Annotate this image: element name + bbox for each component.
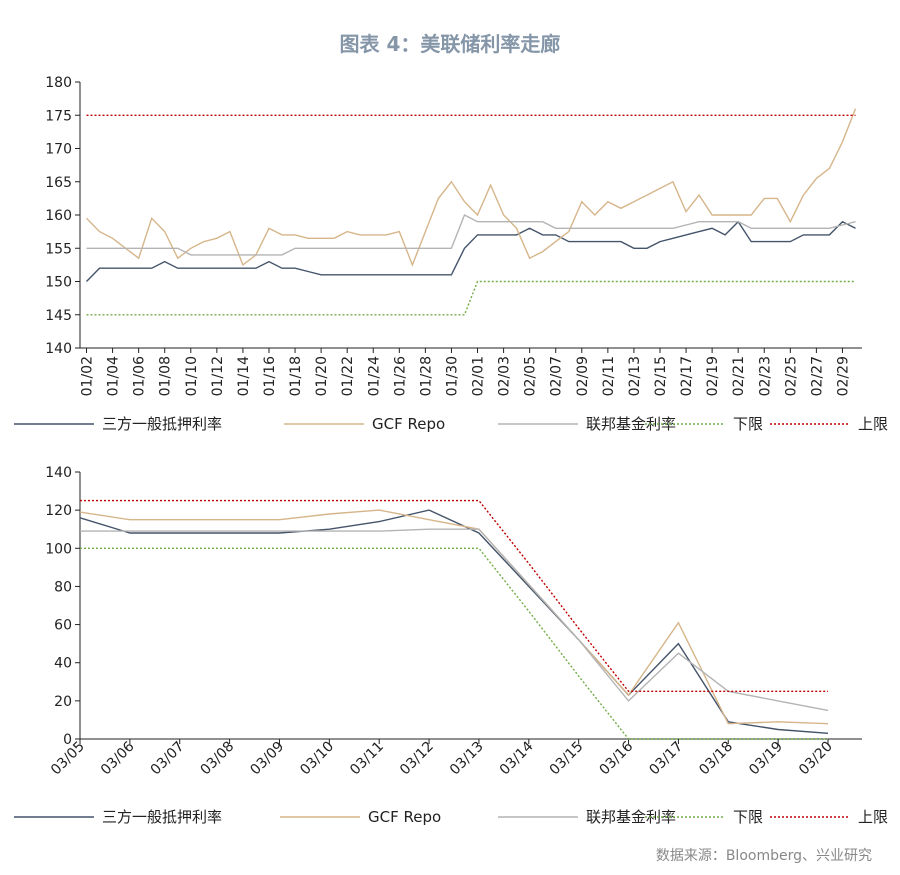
x-tick-label: 02/27	[809, 356, 825, 396]
x-tick-label: 02/15	[653, 356, 669, 396]
legend-label-fed_funds: 联邦基金利率	[586, 808, 676, 826]
legend-label-gcf: GCF Repo	[368, 808, 441, 826]
x-tick-label: 01/30	[444, 356, 460, 396]
x-tick-label: 03/18	[696, 739, 736, 779]
x-tick-label: 03/14	[497, 738, 537, 778]
y-tick-label: 40	[54, 656, 72, 672]
y-tick-label: 155	[45, 241, 72, 257]
legend-label-fed_funds: 联邦基金利率	[586, 415, 676, 433]
x-tick-label: 01/04	[106, 356, 122, 396]
x-tick-label: 02/07	[549, 356, 565, 396]
legend-label-tri_party: 三方一般抵押利率	[102, 415, 222, 433]
y-tick-label: 165	[45, 175, 72, 191]
y-tick-label: 60	[54, 618, 72, 634]
y-tick-label: 140	[45, 341, 72, 357]
x-tick-label: 03/08	[198, 739, 238, 779]
series-line-gcf	[85, 108, 857, 267]
y-tick-label: 150	[45, 275, 72, 291]
x-tick-label: 02/21	[731, 356, 747, 396]
y-tick-label: 100	[45, 541, 72, 557]
chart-title: 图表 4：美联储利率走廊	[339, 32, 561, 56]
series-line-upper	[80, 499, 828, 693]
x-tick-label: 01/26	[392, 356, 408, 396]
x-tick-label: 02/19	[705, 356, 721, 396]
y-tick-label: 180	[45, 75, 72, 91]
source-note: 数据来源：Bloomberg、兴业研究	[655, 848, 872, 864]
x-tick-label: 01/10	[184, 356, 200, 396]
x-tick-label: 03/17	[646, 739, 686, 779]
x-tick-label: 01/22	[340, 356, 356, 396]
x-tick-label: 02/05	[523, 356, 539, 396]
x-tick-label: 03/09	[247, 739, 287, 779]
x-tick-label: 02/11	[601, 356, 617, 396]
x-tick-label: 01/08	[158, 356, 174, 396]
legend-label-lower: 下限	[733, 808, 763, 826]
x-tick-label: 03/15	[547, 739, 587, 779]
x-tick-label: 03/06	[98, 738, 138, 778]
x-tick-label: 02/17	[679, 356, 695, 396]
y-tick-label: 175	[45, 108, 72, 124]
chart-top: 140 145 150 155 160 165 170 175 180 01/02 01/04 01/…	[14, 75, 888, 433]
legend-label-tri_party: 三方一般抵押利率	[102, 808, 222, 826]
legend-label-gcf: GCF Repo	[372, 415, 445, 433]
x-tick-label: 02/25	[783, 356, 799, 396]
legend-label-upper: 上限	[858, 808, 888, 826]
y-tick-label: 170	[45, 142, 72, 158]
y-tick-label: 145	[45, 308, 72, 324]
series-line-fed_funds	[86, 214, 856, 256]
series-line-lower	[80, 547, 828, 740]
x-tick-label: 01/12	[210, 356, 226, 396]
x-tick-label: 03/16	[597, 738, 637, 778]
series-line-tri_party	[79, 509, 829, 734]
y-tick-label: 140	[45, 465, 72, 481]
x-tick-label: 01/06	[132, 356, 148, 396]
x-tick-label: 02/13	[627, 356, 643, 396]
x-tick-label: 03/20	[796, 739, 836, 779]
legend-label-upper: 上限	[858, 415, 888, 433]
y-tick-label: 80	[54, 579, 72, 595]
y-tick-label: 160	[45, 208, 72, 224]
x-tick-label: 01/16	[262, 356, 278, 396]
x-tick-label: 02/23	[757, 356, 773, 396]
series-line-gcf	[79, 509, 829, 725]
x-tick-label: 01/24	[366, 356, 382, 396]
x-tick-label: 02/09	[575, 356, 591, 396]
series-line-tri_party	[85, 220, 856, 282]
x-tick-label: 01/02	[80, 356, 96, 396]
y-tick-label: 0	[63, 732, 72, 748]
x-tick-label: 02/03	[497, 356, 513, 396]
series-line-lower	[86, 280, 856, 316]
legend-label-lower: 下限	[733, 415, 763, 433]
x-tick-label: 03/11	[347, 739, 387, 779]
x-tick-label: 01/20	[314, 356, 330, 396]
x-tick-label: 01/14	[236, 356, 252, 396]
series-line-fed_funds	[80, 528, 829, 712]
y-tick-label: 120	[45, 503, 72, 519]
x-tick-label: 03/12	[397, 739, 437, 779]
y-tick-label: 20	[54, 694, 72, 710]
x-tick-label: 03/07	[148, 739, 188, 779]
x-tick-label: 03/10	[297, 739, 337, 779]
x-tick-label: 02/01	[471, 356, 487, 396]
x-tick-label: 02/29	[835, 356, 851, 396]
x-tick-label: 01/28	[418, 356, 434, 396]
x-tick-label: 03/13	[447, 739, 487, 779]
x-tick-label: 03/19	[746, 739, 786, 779]
x-tick-label: 01/18	[288, 356, 304, 396]
